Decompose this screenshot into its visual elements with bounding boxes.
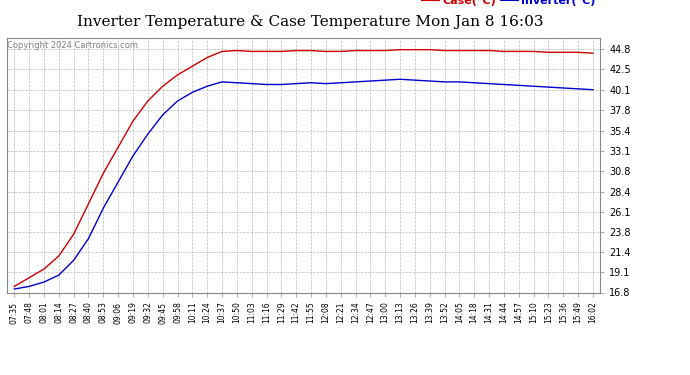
Text: Inverter Temperature & Case Temperature Mon Jan 8 16:03: Inverter Temperature & Case Temperature … <box>77 15 544 29</box>
Legend: Case(°C), Inverter(°C): Case(°C), Inverter(°C) <box>417 0 600 10</box>
Text: Copyright 2024 Cartronics.com: Copyright 2024 Cartronics.com <box>7 41 138 50</box>
